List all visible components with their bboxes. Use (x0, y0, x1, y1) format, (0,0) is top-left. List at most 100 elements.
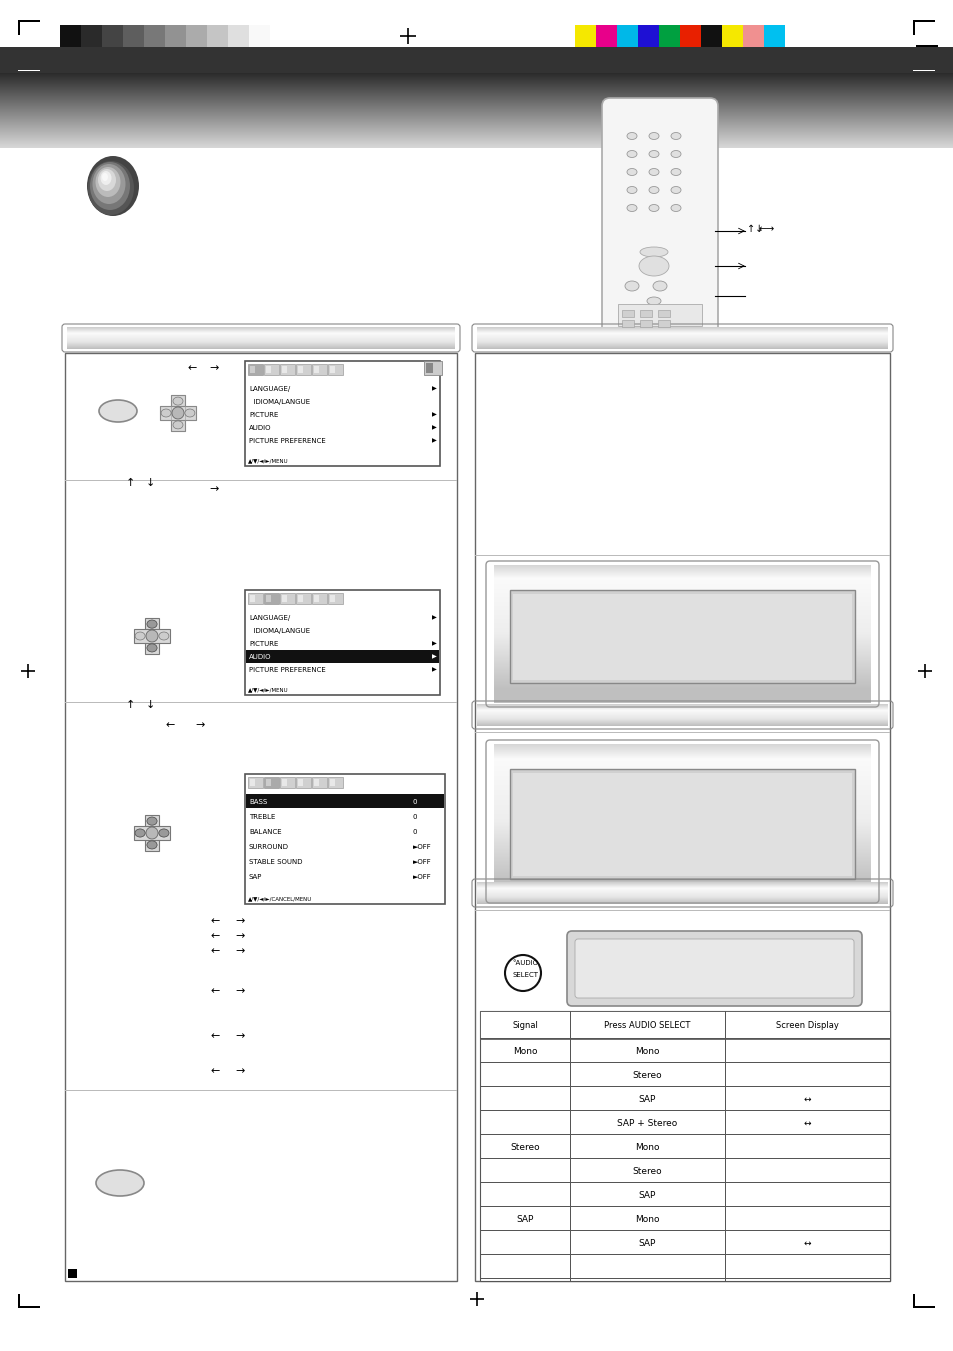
Bar (246, 794, 443, 808)
Ellipse shape (100, 172, 112, 185)
Bar (266, 366, 271, 373)
Text: →: → (209, 363, 218, 373)
Bar (297, 366, 303, 373)
Text: ←: ← (210, 1066, 219, 1075)
Bar (295, 363, 311, 376)
Text: ▶: ▶ (432, 439, 436, 443)
Bar (160, 407, 195, 420)
Bar (18, 69, 40, 72)
Ellipse shape (639, 247, 667, 257)
Bar (658, 309, 669, 317)
Bar (264, 363, 278, 376)
Bar (475, 353, 889, 1281)
Text: →: → (235, 916, 244, 925)
Text: IDIOMA/LANGUE: IDIOMA/LANGUE (249, 628, 310, 634)
Ellipse shape (98, 169, 116, 190)
Bar (912, 20, 914, 35)
Ellipse shape (626, 186, 637, 193)
Bar (912, 1294, 914, 1308)
Bar (314, 780, 318, 786)
Bar (145, 617, 159, 654)
Text: ←: ← (210, 946, 219, 957)
Text: SAP: SAP (249, 874, 262, 880)
Text: SAP: SAP (638, 1190, 655, 1200)
Ellipse shape (670, 169, 680, 176)
Bar (314, 594, 318, 603)
Ellipse shape (147, 817, 157, 825)
Bar (742, 26, 763, 47)
Text: ↑: ↑ (125, 478, 134, 488)
Bar (280, 363, 294, 376)
Bar (123, 26, 144, 47)
Text: AUDIO: AUDIO (249, 426, 272, 431)
Ellipse shape (626, 204, 637, 212)
Bar (297, 594, 303, 603)
Ellipse shape (147, 620, 157, 628)
Bar (250, 780, 254, 786)
Bar (912, 1306, 934, 1308)
Text: ►OFF: ►OFF (413, 859, 432, 865)
Text: →: → (235, 986, 244, 996)
Text: STABLE SOUND: STABLE SOUND (249, 859, 302, 865)
Bar (658, 320, 669, 327)
Text: ▶: ▶ (432, 654, 436, 659)
Bar (245, 361, 439, 466)
Bar (621, 309, 634, 317)
Text: Stereo: Stereo (632, 1166, 661, 1175)
Ellipse shape (87, 155, 139, 216)
Bar (295, 593, 311, 604)
Text: ↑↓: ↑↓ (746, 224, 762, 234)
Ellipse shape (648, 169, 659, 176)
Text: SAP + Stereo: SAP + Stereo (617, 1119, 677, 1128)
Ellipse shape (185, 409, 194, 417)
Circle shape (172, 407, 184, 419)
Ellipse shape (626, 132, 637, 139)
Text: SAP: SAP (638, 1239, 655, 1247)
Bar (207, 26, 228, 47)
Text: LANGUAGE/: LANGUAGE/ (249, 615, 290, 621)
Bar (250, 594, 254, 603)
Bar (479, 1011, 889, 1281)
Ellipse shape (92, 163, 126, 204)
Bar (330, 780, 335, 786)
Bar (639, 320, 651, 327)
Text: Mono: Mono (634, 1047, 659, 1055)
Bar (248, 593, 263, 604)
Ellipse shape (135, 830, 145, 838)
Ellipse shape (648, 150, 659, 158)
Bar (312, 363, 327, 376)
Bar (912, 69, 934, 72)
Bar (510, 769, 854, 880)
Bar (280, 593, 294, 604)
Bar (617, 26, 638, 47)
Bar (160, 407, 195, 420)
Text: →: → (235, 931, 244, 942)
Bar (569, 1011, 571, 1281)
Bar (18, 20, 40, 22)
Bar (312, 777, 327, 788)
Text: BALANCE: BALANCE (249, 830, 281, 835)
Text: ▲/▼/◄/►/MENU: ▲/▼/◄/►/MENU (248, 458, 289, 463)
Text: ←: ← (165, 720, 174, 730)
Text: ↔: ↔ (802, 1094, 810, 1104)
Bar (250, 366, 254, 373)
Ellipse shape (147, 620, 157, 628)
Text: →: → (235, 946, 244, 957)
Text: ←: ← (187, 363, 196, 373)
Bar (228, 26, 249, 47)
Text: →: → (195, 720, 205, 730)
Text: ▲/▼/◄/►/CANCEL/MENU: ▲/▼/◄/►/CANCEL/MENU (248, 897, 312, 901)
Ellipse shape (135, 830, 145, 838)
Bar (282, 780, 287, 786)
Ellipse shape (96, 1170, 144, 1196)
Bar (282, 366, 287, 373)
Bar (171, 394, 185, 431)
Ellipse shape (670, 204, 680, 212)
Text: ↑: ↑ (125, 700, 134, 711)
Text: ←→: ←→ (759, 224, 775, 234)
Text: PICTURE PREFERENCE: PICTURE PREFERENCE (249, 667, 325, 673)
Bar (60, 26, 81, 47)
Text: Mono: Mono (512, 1047, 537, 1055)
Bar (659, 26, 679, 47)
Text: ▶: ▶ (432, 412, 436, 417)
